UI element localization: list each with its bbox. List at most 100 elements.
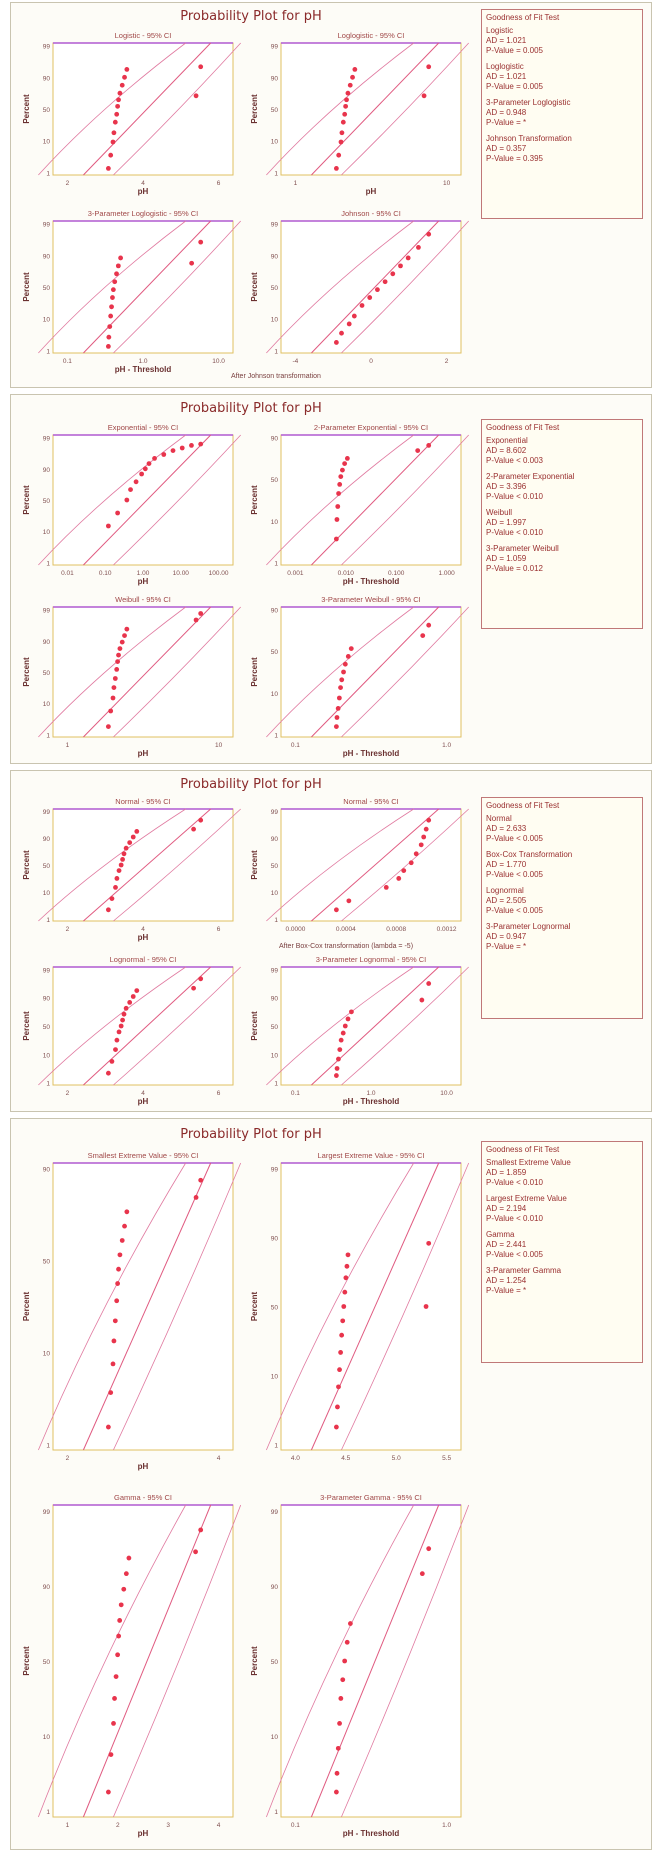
data-point [334,1066,340,1071]
gof-entry: 3-Parameter Lognormal AD = 0.947 P-Value =… [486,922,638,952]
gof-header: Goodness of Fit Test [486,13,560,22]
data-point [420,633,426,638]
y-tick-label: 50 [43,498,51,505]
y-tick-label: 10 [43,1734,51,1741]
gof-distribution: Loglogistic [486,62,524,71]
data-point [426,443,432,448]
data-point [123,1005,129,1011]
plot-area [280,220,462,354]
x-axis-label: pH [138,1462,149,1471]
x-tick-label: 4 [141,180,145,187]
x-axis-label: pH [138,577,149,586]
plot-title: 3-Parameter Loglogistic - 95% CI [88,209,198,218]
data-point [342,1658,348,1664]
data-point [345,1252,351,1258]
gof-p-value: P-Value < 0.005 [486,870,544,879]
y-axis-label: Percent [22,657,31,687]
data-point [333,724,339,729]
y-tick-label: 99 [271,1167,279,1174]
data-point [426,981,432,986]
y-axis-label: Percent [250,850,259,880]
data-point [124,67,130,72]
y-tick-label: 10 [43,139,51,146]
gof-entry: 3-Parameter Loglogistic AD = 0.948 P-Value… [486,98,638,128]
data-point [383,885,389,890]
data-point [114,271,119,277]
x-axis-label: pH - Threshold [343,577,400,586]
x-tick-label: 3 [166,1822,170,1829]
data-point [342,661,348,667]
data-point [418,842,424,848]
plot-title: Normal - 95% CI [343,797,398,806]
data-point [105,1424,111,1430]
probability-plot-svg: Logistic - 95% CI Percent pH 1 10 50 90 99 2 4 6 [22,31,241,196]
y-tick-label: 10 [271,139,279,146]
data-point [134,829,140,834]
x-tick-label: 0.0004 [336,926,356,933]
fit-line [310,1162,440,1451]
transformation-note: After Johnson transformation [231,373,321,380]
data-point [375,287,380,293]
y-tick-label: 1 [274,732,278,739]
chart-panel-1: Probability Plot for pH Logistic - 95% C… [10,2,652,388]
gof-entry: Gamma AD = 2.441 P-Value < 0.005 [486,1230,638,1260]
data-point [346,321,352,327]
gof-p-value: P-Value < 0.010 [486,1178,544,1187]
gof-distribution: Johnson Transformation [486,134,572,143]
plot-title: Johnson - 95% CI [341,209,401,218]
data-point [390,271,396,277]
data-point [110,287,116,293]
data-point [119,1238,125,1243]
ci-upper-band [113,1162,241,1451]
data-point [117,646,123,651]
probability-plot-svg: 3-Parameter Weibull - 95% CI Percent pH - … [250,595,469,758]
x-tick-label: 1.00 [137,570,150,577]
data-point [109,304,114,310]
data-point [347,1621,353,1626]
probability-plot-svg: Johnson - 95% CI Percent 1 10 50 90 99 -4 0 2 [250,209,469,365]
x-axis-label: pH - Threshold [115,365,172,374]
x-tick-label: 0.1 [63,358,72,365]
ci-upper-band [341,220,469,354]
data-point [121,851,127,857]
data-point [105,1070,111,1076]
ci-lower-band [266,1162,415,1451]
data-point [398,263,403,269]
data-point [335,1745,341,1751]
ci-lower-band [38,808,186,922]
data-point [338,1350,344,1355]
y-tick-label: 1 [46,1081,50,1088]
x-tick-label: 2 [66,180,70,187]
plot-area [280,808,462,922]
data-point [115,510,121,516]
data-point [115,1281,121,1286]
data-point [405,255,411,261]
plot-weibull: Weibull - 95% CI Percent pH 1 10 50 90 99 1 10 [19,591,241,759]
probability-plot-svg: Normal - 95% CI Percent pH 1 10 50 90 99 2 4 6 [22,797,241,942]
y-tick-label: 90 [43,1584,51,1591]
gof-distribution: Gamma [486,1230,515,1239]
y-tick-label: 90 [271,1236,279,1243]
gof-distribution: Weibull [486,508,513,517]
y-axis-label: Percent [22,272,31,302]
y-tick-label: 99 [43,222,51,229]
panel-title: Probability Plot for pH [180,777,322,792]
ci-lower-band [38,42,186,176]
data-point [340,1677,346,1683]
y-axis-label: Percent [250,485,259,515]
plot-normal: Normal - 95% CI Percent pH 1 10 50 90 99 2 4 6 [19,793,241,943]
data-point [128,487,133,492]
plot-title: Gamma - 95% CI [114,1493,172,1502]
ci-upper-band [113,220,241,354]
gof-box: Goodness of Fit Test Smallest Extreme Val… [481,1141,643,1363]
x-axis-label: pH - Threshold [343,1829,400,1838]
y-tick-label: 99 [43,1509,51,1516]
data-point [112,279,118,285]
gof-p-value: P-Value < 0.005 [486,906,544,915]
y-tick-label: 50 [43,107,51,114]
gof-header: Goodness of Fit Test [486,801,560,810]
data-point [340,1318,346,1324]
y-tick-label: 1 [46,348,50,355]
y-tick-label: 90 [43,836,51,843]
y-tick-label: 10 [271,317,279,324]
